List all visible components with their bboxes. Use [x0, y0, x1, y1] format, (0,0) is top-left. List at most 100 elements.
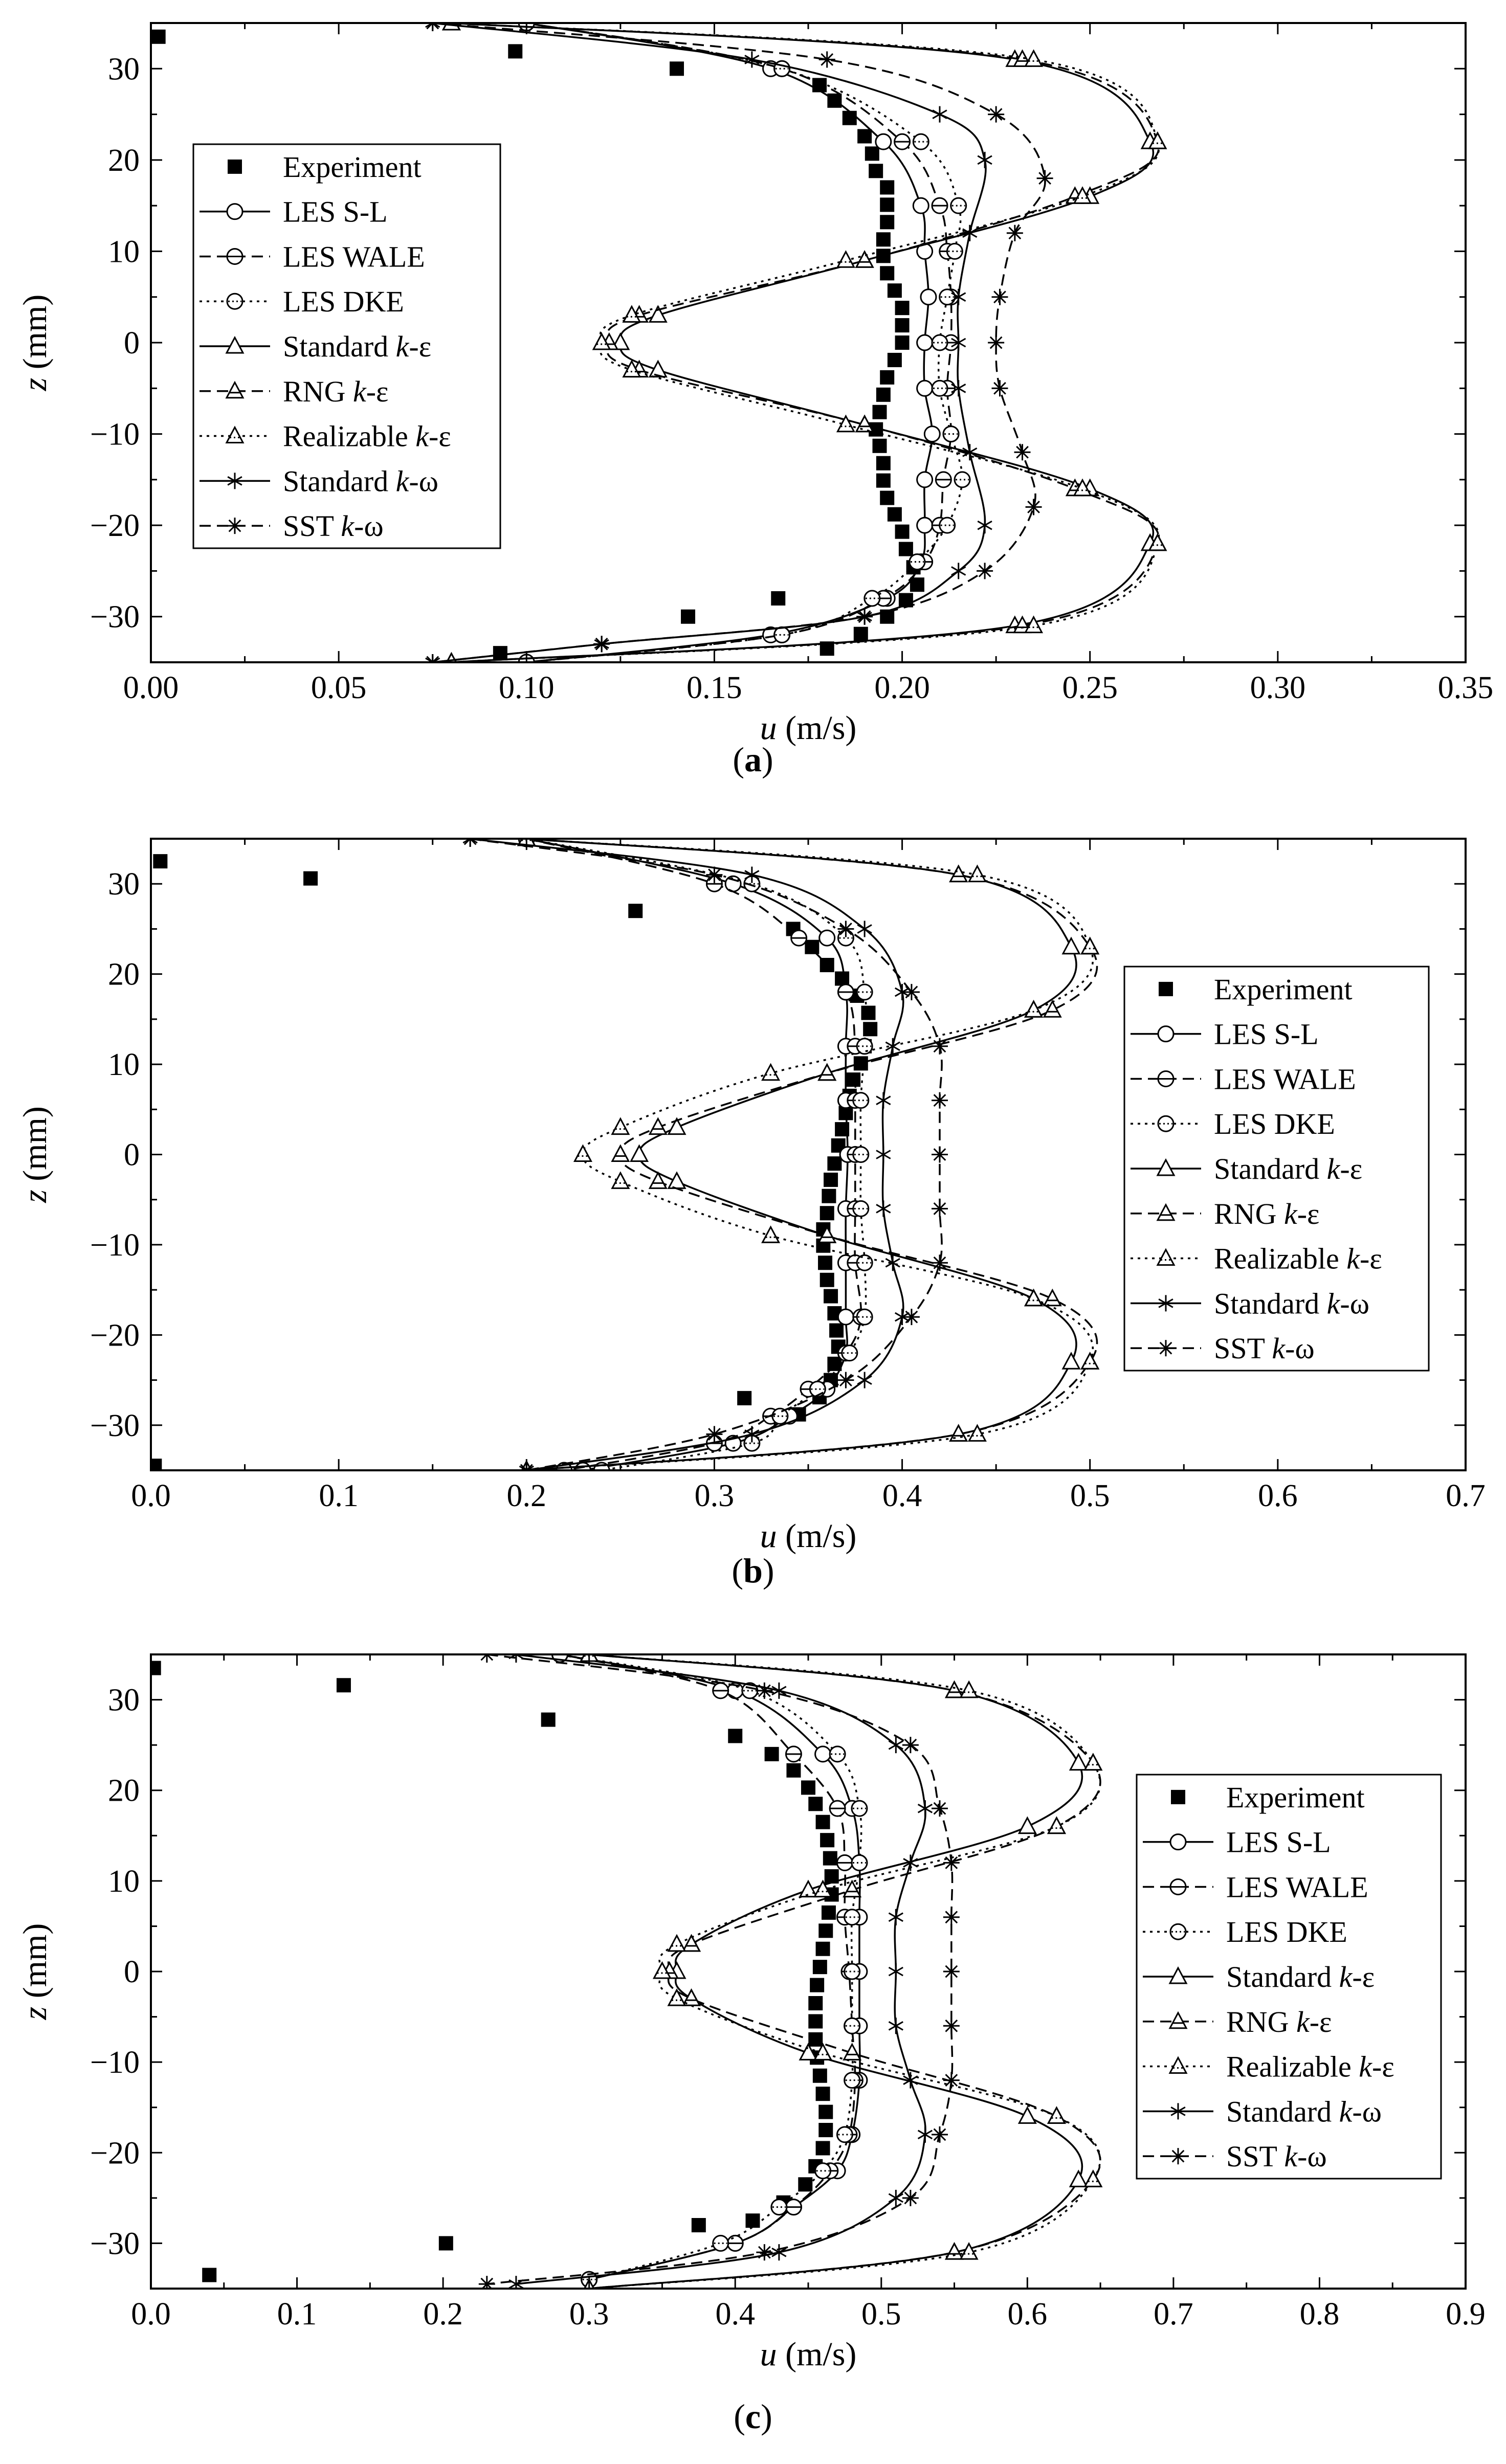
series-6-point-9: [1024, 1288, 1044, 1307]
series-5-point-8: [843, 2043, 862, 2060]
series-8-point-1: [818, 51, 835, 68]
series-6-point-5: [667, 1934, 686, 1952]
legend-entry: Experiment: [1171, 1781, 1365, 1814]
series-3-point-8: [844, 2072, 861, 2089]
series-4-point-5: [667, 1117, 686, 1135]
y-tick-label: 0: [124, 326, 140, 361]
series-8-point-9: [932, 2126, 948, 2143]
series-3-point-11: [909, 553, 926, 571]
series-5-point-4: [817, 1063, 837, 1081]
legend-entry: SST k-ω: [200, 509, 384, 543]
series-1-point-9: [837, 1308, 854, 1326]
series-1-point-10: [916, 517, 934, 534]
legend-marker-point-4: [1156, 1158, 1176, 1176]
series-0-point-16: [895, 301, 910, 316]
x-tick-label: 0.3: [695, 1479, 735, 1513]
series-2-point-2: [894, 133, 911, 150]
series-0-point-19: [808, 2014, 823, 2029]
series-0-point-7: [865, 146, 879, 161]
series-6-point-2: [1080, 936, 1100, 955]
series-line: [526, 23, 963, 662]
series-8-point-2: [837, 921, 854, 937]
series-8-point-6: [988, 334, 1005, 351]
series-0-point-31: [691, 2218, 706, 2232]
series-6-point-9: [1073, 478, 1092, 497]
series-6-point-1: [1024, 49, 1044, 67]
series-6-point-10: [1083, 2169, 1103, 2187]
series-3-point-8: [942, 425, 960, 443]
series-6-point-3: [1024, 1000, 1044, 1018]
legend-entry: Standard k-ε: [1143, 1960, 1375, 1993]
chart-panel-b: 0.0 0.1 0.2 0.3 0.4 0.5 0.6 0.7 −30 −20 −10 0 10 20 30…: [16, 838, 1486, 1590]
series-5-point-8: [855, 414, 874, 433]
series-3-point-4: [851, 1854, 868, 1871]
series-6-point-7: [622, 360, 641, 378]
series-0-point-5: [786, 1763, 801, 1778]
y-tick-label: 20: [108, 143, 140, 178]
legend-label: LES DKE: [1214, 1107, 1335, 1140]
legend-marker-point-8: [1158, 1340, 1174, 1357]
series-0-point-8: [869, 164, 883, 178]
legend-marker-point-2: [226, 248, 243, 265]
legend-marker-point-1: [1169, 1833, 1187, 1851]
legend-marker-point-8: [227, 518, 243, 534]
series-8-point-8: [943, 2072, 960, 2089]
series-8-point-12: [593, 636, 610, 653]
series-6-point-5: [622, 305, 641, 323]
series-0-point-0: [151, 1661, 161, 1675]
y-tick-label: −20: [90, 1318, 140, 1353]
series-0-point-24: [872, 438, 887, 453]
series-3-point-11: [770, 2199, 788, 2216]
series-6-point-2: [1083, 1753, 1103, 1771]
series-7-point-7: [888, 2018, 903, 2034]
series-8-point-1: [756, 1682, 773, 1699]
legend-marker-point-3: [226, 293, 243, 310]
legend-marker-point-2: [1157, 1070, 1175, 1087]
series-0-point-33: [737, 1391, 752, 1405]
series-8-point-5: [943, 1909, 960, 1925]
series-6-point-3: [1047, 1816, 1066, 1834]
x-tick-label: 0.8: [1300, 2297, 1340, 2332]
legend-label: Realizable k-ε: [1214, 1242, 1382, 1275]
series-3-point-5: [939, 288, 956, 306]
legend-entry: LES WALE: [1143, 1870, 1368, 1903]
y-tick-label: −30: [90, 1408, 140, 1443]
series-0-point-22: [872, 405, 887, 419]
series-5-point-9: [1043, 1288, 1062, 1307]
x-tick-label: 0.7: [1446, 1479, 1486, 1513]
series-7-point-9: [917, 2126, 933, 2143]
legend-marker-point-3: [1157, 1115, 1175, 1132]
series-3-point-6: [931, 334, 948, 351]
series-5-point-5: [648, 1117, 668, 1135]
series-4-point-7: [667, 1171, 686, 1189]
series-realizable-k-: [580, 1654, 1103, 2289]
legend-entry: Standard k-ω: [200, 464, 438, 498]
series-7-point-5: [888, 1909, 903, 1925]
series-0-point-23: [815, 2087, 830, 2101]
x-tick-label: 0.0: [131, 2297, 171, 2332]
series-4-point-2: [1069, 1753, 1088, 1771]
series-7-point-11: [744, 1426, 760, 1443]
x-tick-label: 0.25: [1062, 670, 1118, 705]
series-7-point-1: [771, 1682, 787, 1699]
series-6-point-7: [611, 1171, 630, 1189]
y-tick-label: 10: [108, 234, 140, 269]
series-4-point-6: [611, 332, 630, 350]
series-0-point-39: [493, 646, 507, 661]
legend-entry: Standard k-ω: [1131, 1287, 1369, 1320]
series-4-point-10: [1061, 1352, 1081, 1370]
series-0-point-27: [829, 1323, 844, 1338]
series-5-point-6: [611, 1144, 630, 1162]
series-0-point-10: [823, 1851, 837, 1866]
legend-label: RNG k-ε: [283, 375, 388, 408]
series-0-point-19: [822, 1189, 836, 1203]
series-8-point-8: [932, 1255, 948, 1271]
series-8-point-1: [706, 866, 723, 883]
series-3-point-12: [712, 2234, 729, 2252]
legend-marker-point-5: [1168, 2011, 1188, 2029]
series-7-point-10: [951, 563, 966, 579]
series-8-point-9: [1025, 499, 1042, 516]
series-0-point-2: [541, 1712, 556, 1727]
legend-entry: LES S-L: [1131, 1018, 1319, 1051]
series-7-point-4: [885, 1038, 900, 1055]
